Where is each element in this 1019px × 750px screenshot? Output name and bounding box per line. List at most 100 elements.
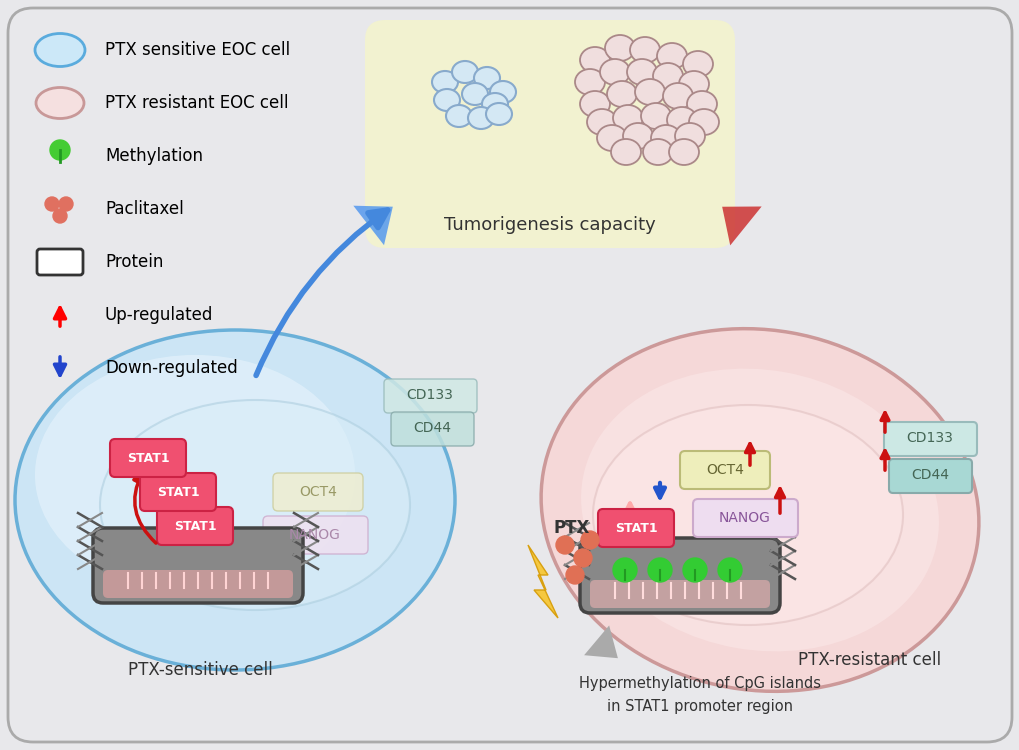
Ellipse shape (679, 71, 708, 97)
Circle shape (566, 566, 584, 584)
Circle shape (59, 197, 73, 211)
Text: STAT1: STAT1 (126, 452, 169, 464)
FancyBboxPatch shape (390, 412, 474, 446)
Ellipse shape (650, 125, 681, 151)
Ellipse shape (586, 109, 616, 135)
FancyBboxPatch shape (680, 451, 769, 489)
Ellipse shape (468, 107, 493, 129)
Ellipse shape (675, 123, 704, 149)
Text: CD133: CD133 (407, 388, 453, 402)
Text: STAT1: STAT1 (173, 520, 216, 532)
Ellipse shape (640, 103, 671, 129)
FancyBboxPatch shape (383, 379, 477, 413)
FancyBboxPatch shape (103, 570, 292, 598)
FancyBboxPatch shape (37, 249, 83, 275)
Ellipse shape (462, 83, 487, 105)
FancyBboxPatch shape (110, 439, 185, 477)
Polygon shape (528, 545, 557, 618)
Ellipse shape (612, 105, 642, 131)
Text: CD133: CD133 (906, 431, 953, 445)
Ellipse shape (489, 81, 516, 103)
Ellipse shape (35, 34, 85, 67)
Ellipse shape (580, 91, 609, 117)
Circle shape (581, 531, 598, 549)
Circle shape (50, 140, 70, 160)
Text: CD44: CD44 (413, 421, 450, 435)
FancyBboxPatch shape (889, 459, 971, 493)
FancyBboxPatch shape (273, 473, 363, 511)
FancyBboxPatch shape (93, 528, 303, 603)
Ellipse shape (445, 105, 472, 127)
FancyArrowPatch shape (422, 614, 618, 658)
Ellipse shape (610, 139, 640, 165)
Circle shape (555, 536, 574, 554)
Circle shape (717, 558, 741, 582)
Text: Down-regulated: Down-regulated (105, 359, 237, 377)
Ellipse shape (433, 89, 460, 111)
FancyBboxPatch shape (692, 499, 797, 537)
Text: STAT1: STAT1 (157, 485, 199, 499)
FancyBboxPatch shape (365, 20, 735, 248)
Ellipse shape (451, 61, 478, 83)
Ellipse shape (474, 67, 499, 89)
Ellipse shape (656, 43, 687, 69)
Text: PTX resistant EOC cell: PTX resistant EOC cell (105, 94, 288, 112)
Ellipse shape (635, 79, 664, 105)
Text: Tumorigenesis capacity: Tumorigenesis capacity (443, 216, 655, 234)
Circle shape (683, 558, 706, 582)
Ellipse shape (688, 109, 718, 135)
Ellipse shape (604, 35, 635, 61)
Text: Protein: Protein (105, 253, 163, 271)
Ellipse shape (540, 328, 978, 692)
Circle shape (612, 558, 637, 582)
Text: CD44: CD44 (910, 468, 948, 482)
Ellipse shape (606, 81, 637, 107)
Text: NANOG: NANOG (718, 511, 770, 525)
Text: Paclitaxel: Paclitaxel (105, 200, 183, 218)
Text: OCT4: OCT4 (705, 463, 743, 477)
Text: STAT1: STAT1 (614, 521, 656, 535)
Ellipse shape (642, 139, 673, 165)
FancyBboxPatch shape (580, 538, 780, 613)
Text: PTX: PTX (553, 519, 590, 537)
Circle shape (647, 558, 672, 582)
FancyBboxPatch shape (157, 507, 232, 545)
Ellipse shape (668, 139, 698, 165)
Ellipse shape (15, 330, 454, 670)
Circle shape (574, 549, 591, 567)
Ellipse shape (581, 369, 938, 651)
Ellipse shape (592, 405, 902, 625)
Ellipse shape (100, 400, 410, 610)
Ellipse shape (652, 63, 683, 89)
Ellipse shape (662, 83, 692, 109)
Ellipse shape (627, 59, 656, 85)
FancyBboxPatch shape (597, 509, 674, 547)
Text: Up-regulated: Up-regulated (105, 306, 213, 324)
Ellipse shape (580, 47, 609, 73)
Ellipse shape (630, 37, 659, 63)
Ellipse shape (482, 93, 507, 115)
Text: PTX-resistant cell: PTX-resistant cell (798, 651, 941, 669)
Text: PTX-sensitive cell: PTX-sensitive cell (127, 661, 272, 679)
FancyBboxPatch shape (8, 8, 1011, 742)
Text: Hypermethylation of CpG islands
in STAT1 promoter region: Hypermethylation of CpG islands in STAT1… (579, 676, 820, 713)
Ellipse shape (599, 59, 630, 85)
FancyArrowPatch shape (256, 206, 392, 376)
Ellipse shape (432, 71, 458, 93)
Text: OCT4: OCT4 (299, 485, 336, 499)
Text: PTX sensitive EOC cell: PTX sensitive EOC cell (105, 41, 289, 59)
Circle shape (53, 209, 67, 223)
Ellipse shape (36, 88, 84, 118)
FancyArrowPatch shape (721, 206, 809, 347)
Circle shape (45, 197, 59, 211)
FancyBboxPatch shape (883, 422, 976, 456)
Ellipse shape (666, 107, 696, 133)
Ellipse shape (683, 51, 712, 77)
Ellipse shape (575, 69, 604, 95)
Ellipse shape (596, 125, 627, 151)
Ellipse shape (485, 103, 512, 125)
FancyBboxPatch shape (263, 516, 368, 554)
Ellipse shape (35, 355, 355, 595)
Ellipse shape (687, 91, 716, 117)
FancyBboxPatch shape (589, 580, 769, 608)
